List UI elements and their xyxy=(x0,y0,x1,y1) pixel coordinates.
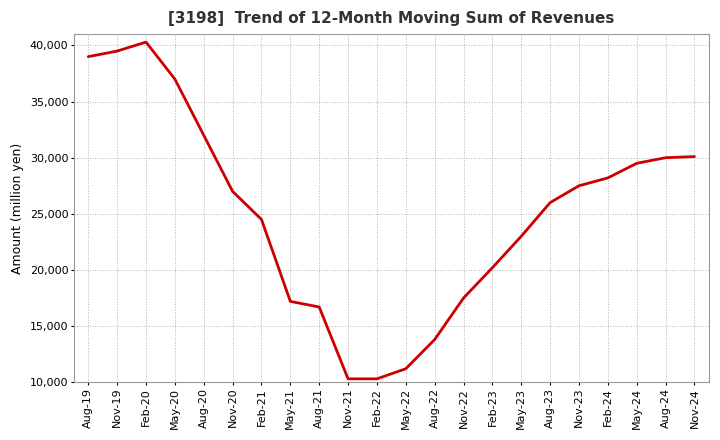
Title: [3198]  Trend of 12-Month Moving Sum of Revenues: [3198] Trend of 12-Month Moving Sum of R… xyxy=(168,11,615,26)
Y-axis label: Amount (million yen): Amount (million yen) xyxy=(11,143,24,274)
